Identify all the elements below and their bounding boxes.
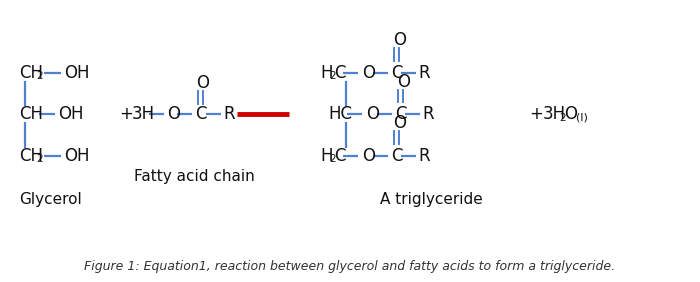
Text: O: O <box>362 147 375 165</box>
Text: O: O <box>397 72 410 91</box>
Text: O: O <box>393 114 406 132</box>
Text: +: + <box>529 105 543 123</box>
Text: C: C <box>395 105 406 123</box>
Text: CH: CH <box>20 105 43 123</box>
Text: C: C <box>391 147 402 165</box>
Text: OH: OH <box>64 147 90 165</box>
Text: +: + <box>119 105 133 123</box>
Text: O: O <box>362 64 375 82</box>
Text: CH: CH <box>20 147 43 165</box>
Text: 2: 2 <box>36 71 43 81</box>
Text: H: H <box>320 64 332 82</box>
Text: C: C <box>334 64 346 82</box>
Text: C: C <box>334 147 346 165</box>
Text: R: R <box>419 147 430 165</box>
Text: 2: 2 <box>329 154 336 164</box>
Text: Glycerol: Glycerol <box>20 192 82 207</box>
Text: R: R <box>419 64 430 82</box>
Text: 2: 2 <box>559 113 566 123</box>
Text: 2: 2 <box>329 71 336 81</box>
Text: (l): (l) <box>576 112 588 122</box>
Text: 3H: 3H <box>542 105 566 123</box>
Text: O: O <box>564 105 577 123</box>
Text: O: O <box>167 105 180 123</box>
Text: R: R <box>423 105 434 123</box>
Text: CH: CH <box>20 64 43 82</box>
Text: 3H: 3H <box>132 105 155 123</box>
Text: O: O <box>393 31 406 49</box>
Text: O: O <box>197 74 209 92</box>
Text: HC: HC <box>328 105 352 123</box>
Text: OH: OH <box>64 64 90 82</box>
Text: A triglyceride: A triglyceride <box>380 192 482 207</box>
Text: H: H <box>320 147 332 165</box>
Text: Fatty acid chain: Fatty acid chain <box>134 169 255 184</box>
Text: O: O <box>366 105 379 123</box>
Text: R: R <box>223 105 235 123</box>
Text: OH: OH <box>58 105 84 123</box>
Text: C: C <box>195 105 207 123</box>
Text: C: C <box>391 64 402 82</box>
Text: Figure 1: Equation1, reaction between glycerol and fatty acids to form a triglyc: Figure 1: Equation1, reaction between gl… <box>85 260 615 273</box>
Text: 2: 2 <box>36 154 43 164</box>
